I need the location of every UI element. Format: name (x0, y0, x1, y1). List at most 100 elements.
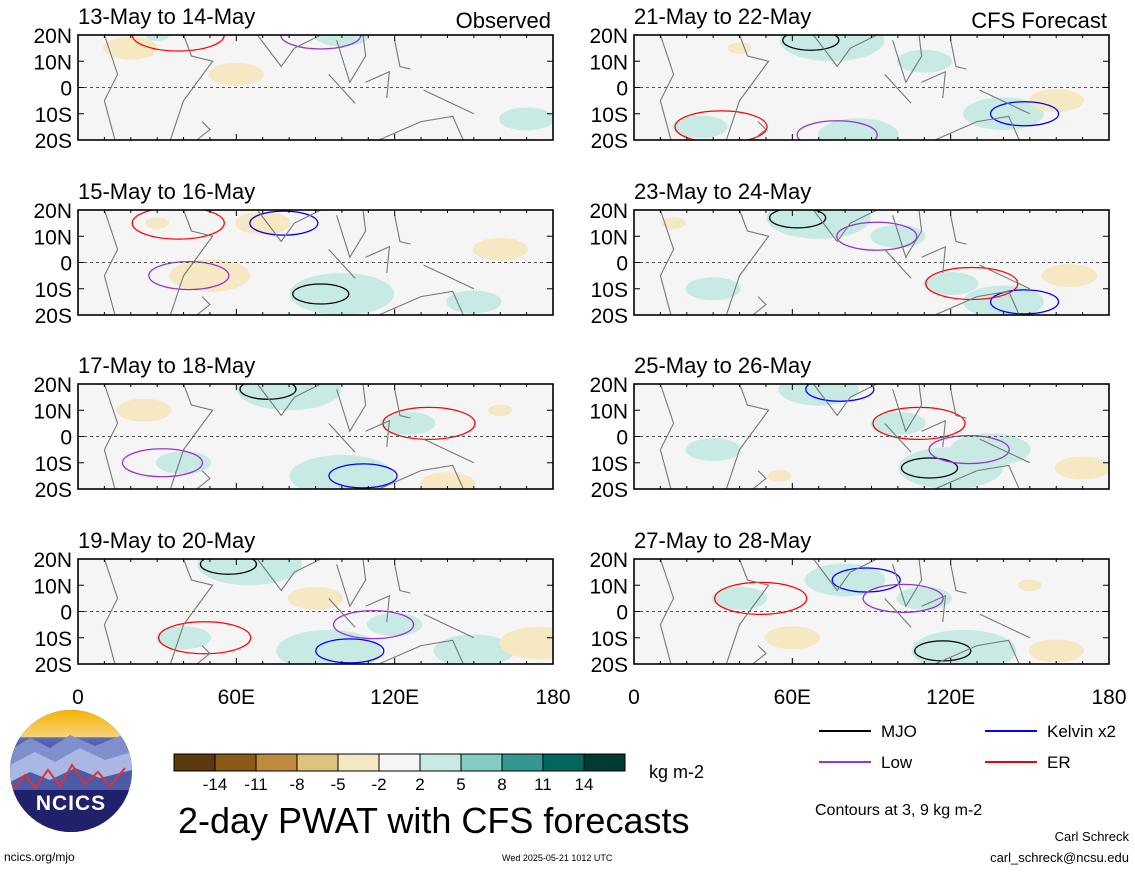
lat-label: 20S (591, 479, 628, 502)
pwat-anomaly (661, 217, 686, 229)
pwat-anomaly (276, 629, 381, 664)
lat-label: 0 (616, 78, 628, 101)
colorbar-label: -2 (371, 775, 386, 794)
lat-label: 10S (35, 453, 72, 476)
lon-label: 60E (218, 686, 255, 709)
pwat-field (659, 210, 1098, 315)
contour-er (872, 406, 966, 441)
colorbar-label: 2 (415, 775, 424, 794)
panel-obs-1: 20N 10N 0 10S 20S 13-May to 14-May Observed (33, 4, 554, 153)
panel-date-range: 27-May to 28-May (634, 528, 811, 553)
pwat-anomaly (155, 626, 212, 650)
lat-label: 0 (60, 78, 72, 101)
footer-timestamp: Wed 2025-05-21 1012 UTC (502, 853, 613, 863)
colorbar-label: 14 (575, 775, 594, 794)
pwat-anomaly (289, 454, 395, 489)
lat-label: 0 (60, 602, 72, 625)
colorbar-label: -5 (330, 775, 345, 794)
contour-mjo (199, 559, 258, 575)
lat-label: 10N (589, 226, 628, 249)
lat-label: 0 (616, 427, 628, 450)
pwat-anomaly (145, 217, 170, 229)
panel-obs-2: 20N 10N 0 10S 20S 15-May to 16-May (33, 179, 554, 328)
colorbar-label: 11 (534, 775, 552, 794)
lat-label: 20S (591, 130, 628, 153)
pwat-anomaly (870, 224, 926, 248)
panel-date-range: 19-May to 20-May (78, 528, 255, 553)
pwat-anomaly (764, 626, 820, 650)
panel-obs-4: 20N 10N 0 10S 20S 19-May to 20-May (33, 528, 554, 677)
footer-email[interactable]: carl_schreck@ncsu.edu (990, 850, 1129, 865)
panel-tag: Observed (456, 8, 551, 33)
colorbar-label: -11 (244, 775, 267, 794)
pwat-anomaly (672, 115, 728, 139)
pwat-field (659, 559, 1084, 664)
contour-low (121, 448, 204, 478)
pwat-anomaly (1055, 456, 1109, 480)
pwat-anomaly (197, 559, 302, 586)
lon-label: 180 (535, 686, 570, 709)
lat-label: 20S (35, 130, 72, 153)
pwat-field (659, 384, 1109, 489)
pwat-anomaly (289, 273, 395, 315)
footer-url[interactable]: ncics.org/mjo (4, 850, 75, 864)
pwat-anomaly (208, 62, 264, 86)
pwat-anomaly (314, 35, 370, 47)
panel-cfs-1: 20N 10N 0 10S 20S 21-May to 22-May CFS Forecas… (589, 4, 1110, 153)
lat-label: 10S (35, 279, 72, 302)
panel-date-range: 25-May to 26-May (634, 353, 811, 378)
pwat-field (103, 559, 553, 664)
contour-mjo (900, 457, 959, 479)
panel-date-range: 23-May to 24-May (634, 179, 811, 204)
pwat-anomaly (711, 586, 768, 610)
colorbar: -14 -11 -8 -5 -2 2 5 8 11 14 (173, 753, 626, 794)
contour-low (928, 434, 1010, 465)
pwat-anomaly (818, 118, 899, 140)
lat-label: 0 (616, 602, 628, 625)
colorbar-swatch (419, 753, 462, 772)
colorbar-swatch (214, 753, 257, 772)
lat-label: 20N (33, 374, 72, 397)
lat-label: 10S (591, 279, 628, 302)
pwat-anomaly (896, 49, 952, 73)
pwat-field (103, 210, 528, 315)
lat-label: 20N (589, 549, 628, 572)
lat-label: 10N (33, 400, 72, 423)
pwat-anomaly (499, 107, 553, 131)
colorbar-label: 8 (497, 775, 506, 794)
contour-er (674, 110, 768, 140)
figure-title: 2-day PWAT with CFS forecasts (178, 800, 690, 841)
lat-label: 20N (589, 374, 628, 397)
lat-label: 10N (33, 226, 72, 249)
lat-label: 10N (33, 575, 72, 598)
pwat-field (103, 35, 553, 140)
lon-label: 120E (370, 686, 419, 709)
lat-label: 10S (591, 104, 628, 127)
contour-kelvin (989, 289, 1060, 315)
colorbar-swatch (296, 753, 339, 772)
contour-low (836, 221, 918, 251)
pwat-anomaly (949, 433, 1031, 466)
pwat-anomaly (779, 35, 885, 62)
lat-label: 20N (33, 200, 72, 223)
pwat-anomaly (446, 290, 502, 314)
pwat-anomaly (287, 586, 344, 610)
colorbar-swatch (460, 753, 503, 772)
pwat-anomaly (1028, 89, 1084, 113)
lat-label: 20N (589, 25, 628, 48)
footer-author: Carl Schreck (1054, 829, 1129, 844)
lat-label: 20N (33, 25, 72, 48)
contour-mjo (782, 35, 840, 51)
contour-kelvin (315, 638, 385, 664)
colorbar-label: -8 (289, 775, 304, 794)
pwat-anomaly (155, 451, 212, 475)
legend-label: Kelvin x2 (1047, 722, 1116, 741)
lat-label: 10N (33, 51, 72, 74)
panel-date-range: 21-May to 22-May (634, 4, 811, 29)
pwat-anomaly (103, 36, 159, 60)
pwat-anomaly (472, 237, 528, 261)
legend-label: Low (881, 753, 913, 772)
lat-label: 20S (35, 654, 72, 677)
ncics-logo: NCICS (10, 710, 132, 832)
